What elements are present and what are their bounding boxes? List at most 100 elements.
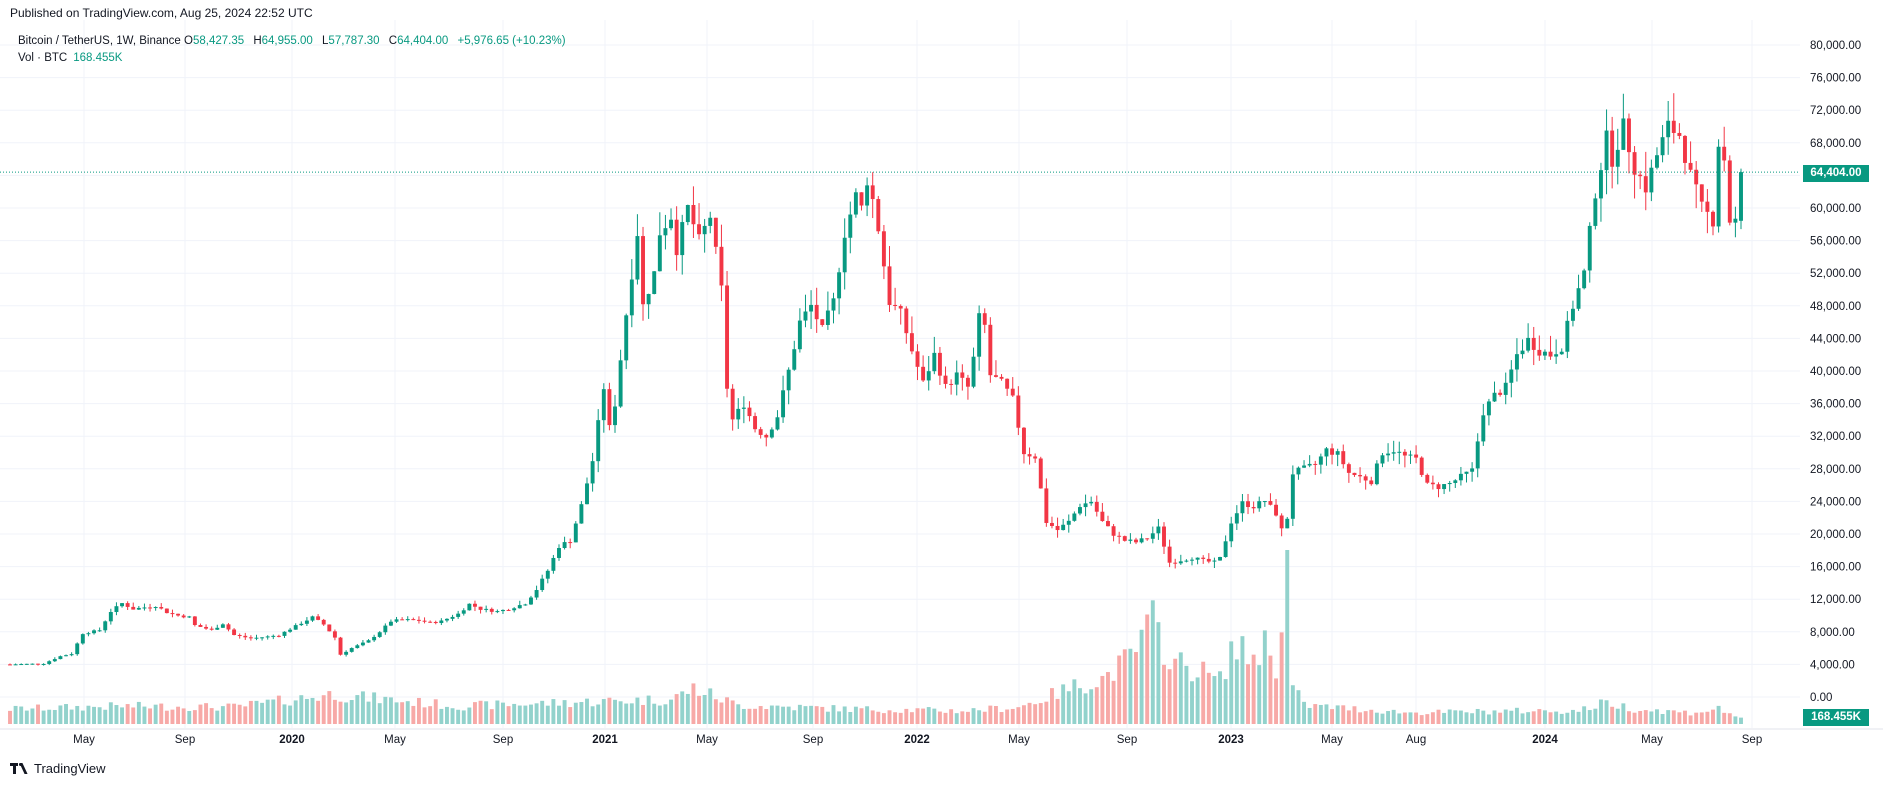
volume-bar bbox=[1514, 707, 1519, 724]
candle-body bbox=[904, 308, 909, 334]
volume-bar bbox=[422, 707, 427, 724]
candle-body bbox=[674, 219, 679, 256]
candle-body bbox=[473, 603, 477, 607]
candle-body bbox=[170, 613, 175, 615]
legend-volume-row: Vol · BTC 168.455K bbox=[18, 50, 566, 67]
volume-bar bbox=[495, 700, 500, 724]
volume-bar bbox=[220, 706, 225, 724]
candle-body bbox=[1587, 225, 1592, 271]
volume-bar bbox=[814, 706, 819, 724]
candle-body bbox=[1117, 535, 1122, 537]
volume-bar bbox=[1492, 710, 1497, 724]
tradingview-logo[interactable]: TradingView bbox=[10, 761, 106, 776]
candle-body bbox=[24, 663, 29, 665]
candle-body bbox=[1162, 526, 1166, 547]
volume-bar bbox=[192, 710, 197, 724]
volume-bar bbox=[747, 708, 752, 724]
volume-bar bbox=[1554, 711, 1559, 724]
volume-bar bbox=[1537, 709, 1542, 724]
volume-bar bbox=[1021, 705, 1026, 724]
volume-bar bbox=[1128, 648, 1133, 724]
candle-body bbox=[349, 648, 354, 652]
volume-bar bbox=[506, 706, 511, 724]
volume-bar bbox=[1066, 691, 1071, 724]
volume-bar bbox=[1526, 712, 1531, 724]
time-axis-label: Sep bbox=[1117, 734, 1137, 746]
candle-body bbox=[1145, 538, 1150, 540]
volume-bar bbox=[1223, 679, 1228, 724]
candle-body bbox=[75, 643, 80, 655]
volume-bar bbox=[1240, 636, 1245, 724]
price-axis-label: 0.00 bbox=[1810, 692, 1832, 704]
volume-bar bbox=[865, 706, 870, 724]
candle-body bbox=[1627, 118, 1631, 153]
volume-bar bbox=[153, 704, 158, 724]
candle-body bbox=[1005, 378, 1010, 389]
candle-body bbox=[685, 204, 690, 223]
symbol-label[interactable]: Bitcoin / TetherUS, 1W, Binance bbox=[18, 35, 181, 47]
candle-body bbox=[1016, 395, 1021, 428]
candle-body bbox=[125, 603, 130, 607]
candle-body bbox=[237, 635, 242, 637]
candle-body bbox=[338, 637, 343, 655]
volume-label[interactable]: Vol · BTC bbox=[18, 52, 68, 64]
volume-bar bbox=[372, 692, 377, 724]
candle-body bbox=[1240, 501, 1245, 514]
candle-body bbox=[825, 310, 830, 325]
volume-bar bbox=[1358, 712, 1363, 724]
candle-body bbox=[97, 630, 102, 632]
volume-bar bbox=[1346, 710, 1351, 724]
candle-body bbox=[506, 609, 511, 611]
volume-bar bbox=[876, 711, 881, 724]
candle-body bbox=[243, 635, 248, 638]
candle-body bbox=[1369, 480, 1374, 485]
candle-body bbox=[1397, 451, 1402, 453]
candle-body bbox=[1100, 511, 1105, 522]
candle-body bbox=[41, 663, 46, 665]
candle-body bbox=[355, 645, 360, 649]
volume-bar bbox=[1156, 622, 1161, 724]
volume-bar bbox=[529, 704, 533, 724]
candle-body bbox=[618, 360, 623, 407]
candle-body bbox=[725, 285, 730, 389]
candle-body bbox=[327, 624, 332, 632]
candle-body bbox=[1576, 288, 1581, 309]
volume-bar bbox=[1369, 709, 1374, 724]
price-axis-label: 48,000.00 bbox=[1810, 301, 1861, 313]
volume-bar bbox=[1212, 676, 1217, 724]
volume-bar bbox=[1397, 713, 1402, 724]
candle-body bbox=[842, 237, 847, 273]
candle-body bbox=[708, 217, 713, 226]
volume-bar bbox=[1167, 669, 1172, 724]
candle-body bbox=[529, 597, 533, 605]
volume-bar bbox=[276, 695, 281, 724]
volume-bar bbox=[1313, 704, 1318, 724]
volume-bar bbox=[949, 709, 954, 724]
volume-bar bbox=[1279, 632, 1284, 724]
volume-bar bbox=[86, 705, 91, 724]
price-axis-label: 28,000.00 bbox=[1810, 464, 1861, 476]
volume-bar bbox=[613, 699, 617, 724]
volume-bar bbox=[433, 699, 438, 724]
time-axis-label: May bbox=[1008, 734, 1030, 746]
candle-body bbox=[1251, 507, 1256, 509]
volume-value: 168.455K bbox=[73, 52, 123, 64]
volume-bar bbox=[265, 699, 270, 724]
volume-bar bbox=[797, 704, 802, 724]
time-axis-label: Sep bbox=[175, 734, 195, 746]
volume-bar bbox=[781, 706, 786, 724]
candle-body bbox=[568, 542, 573, 544]
volume-bar bbox=[355, 695, 360, 724]
volume-bar bbox=[439, 708, 444, 724]
candle-body bbox=[652, 271, 657, 294]
price-axis-label: 8,000.00 bbox=[1810, 627, 1855, 639]
volume-bar bbox=[394, 702, 399, 724]
candle-body bbox=[1262, 501, 1267, 503]
candle-body bbox=[456, 613, 461, 617]
volume-bar bbox=[954, 713, 959, 724]
candle-body bbox=[159, 607, 164, 609]
low-label: L bbox=[322, 35, 329, 47]
volume-bar bbox=[1503, 709, 1508, 724]
volume-bar bbox=[1408, 712, 1413, 724]
